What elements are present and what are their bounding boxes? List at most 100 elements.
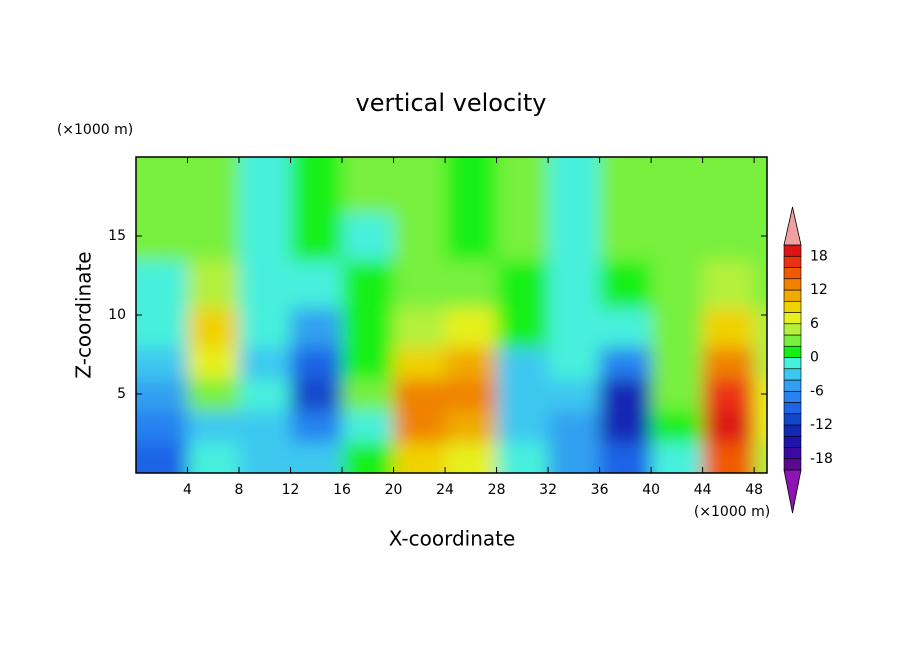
field-cell: [239, 441, 292, 473]
x-tick-label: 44: [694, 482, 712, 498]
colorbar-tick-label: 6: [810, 316, 819, 332]
field-cell: [239, 157, 292, 214]
field-cell: [599, 157, 653, 214]
field-cell: [599, 346, 653, 380]
x-tick-label: 36: [591, 482, 609, 498]
x-tick-label: 20: [385, 482, 403, 498]
field-cell: [754, 346, 767, 380]
field-cell: [290, 259, 344, 309]
field-cell: [393, 346, 447, 380]
x-tick-label: 4: [183, 482, 192, 498]
field-cell: [702, 409, 756, 443]
field-cell: [445, 409, 498, 443]
colorbar-bin: [783, 413, 802, 426]
field-cell: [239, 409, 292, 443]
field-cell: [290, 212, 344, 261]
x-tick-label: 12: [282, 482, 300, 498]
field-cell: [187, 259, 241, 309]
field-cell: [136, 409, 189, 443]
colorbar-bin: [783, 424, 802, 437]
chart-title: vertical velocity: [356, 89, 547, 117]
field-cell: [702, 307, 756, 348]
field-cell: [651, 212, 704, 261]
field-cell: [702, 212, 756, 261]
field-cell: [342, 212, 395, 261]
field-cell: [290, 409, 344, 443]
field-cell: [496, 441, 550, 473]
x-tick-label: 24: [436, 482, 454, 498]
field-cell: [136, 441, 189, 473]
field-cell: [548, 378, 601, 411]
field-cell: [342, 307, 395, 348]
field-cell: [393, 441, 447, 473]
colorbar-tick-label: 12: [810, 282, 828, 298]
colorbar-bin: [783, 323, 802, 336]
x-unit: (×1000 m): [694, 504, 770, 520]
colorbar-bin: [783, 312, 802, 325]
field-cell: [136, 346, 189, 380]
field-cell: [342, 259, 395, 309]
colorbar-bin: [783, 300, 802, 313]
field-cell: [342, 409, 395, 443]
field-cell: [393, 409, 447, 443]
y-tick-label: 10: [108, 307, 126, 323]
field-cell: [136, 378, 189, 411]
field-cell: [754, 409, 767, 443]
field-cell: [239, 212, 292, 261]
field-cell: [599, 441, 653, 473]
field-cell: [393, 157, 447, 214]
field-cell: [290, 441, 344, 473]
field-cell: [445, 441, 498, 473]
field-cell: [445, 307, 498, 348]
x-tick-label: 28: [488, 482, 506, 498]
field-cell: [342, 157, 395, 214]
field-cell: [754, 259, 767, 309]
y-unit: (×1000 m): [57, 122, 133, 138]
colorbar-bin: [783, 357, 802, 370]
field-cell: [342, 441, 395, 473]
field-cell: [754, 212, 767, 261]
field-cell: [290, 157, 344, 214]
field-cell: [548, 212, 601, 261]
field-cell: [548, 346, 601, 380]
field-cell: [651, 409, 704, 443]
field-cells: [136, 157, 767, 473]
field-cell: [445, 346, 498, 380]
colorbar-over: [783, 206, 802, 246]
field-cell: [187, 307, 241, 348]
field-cell: [496, 259, 550, 309]
field-cell: [393, 212, 447, 261]
y-tick-label: 5: [117, 386, 126, 402]
field-cell: [651, 346, 704, 380]
field-cell: [136, 212, 189, 261]
y-axis-label: Z-coordinate: [72, 251, 96, 378]
field-cell: [239, 259, 292, 309]
field-cell: [445, 212, 498, 261]
y-tick-label: 15: [108, 228, 126, 244]
field-cell: [496, 157, 550, 214]
colorbar-bin: [783, 255, 802, 268]
field-cell: [187, 378, 241, 411]
field-cell: [136, 307, 189, 348]
x-tick-label: 40: [642, 482, 660, 498]
field-cell: [290, 378, 344, 411]
field-cell: [651, 157, 704, 214]
field-cell: [548, 259, 601, 309]
field-cell: [702, 346, 756, 380]
field-cell: [702, 378, 756, 411]
field-cell: [599, 409, 653, 443]
field-cell: [290, 307, 344, 348]
colorbar-tick-label: -18: [810, 451, 833, 467]
colorbar-bin: [783, 368, 802, 381]
field-cell: [702, 441, 756, 473]
field-cell: [496, 409, 550, 443]
field-cell: [651, 307, 704, 348]
field-cell: [496, 212, 550, 261]
field-cell: [754, 441, 767, 473]
field-cell: [187, 409, 241, 443]
colorbar-bin: [783, 447, 802, 460]
x-tick-label: 16: [333, 482, 351, 498]
colorbar-bin: [783, 289, 802, 302]
